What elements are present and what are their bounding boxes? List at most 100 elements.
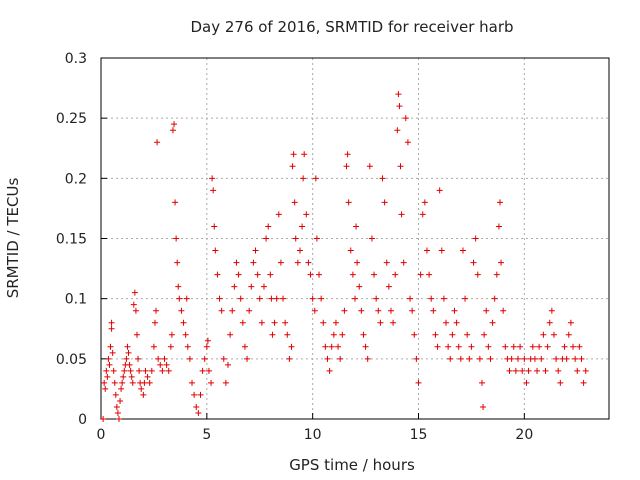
data-point — [250, 259, 257, 266]
data-point — [100, 416, 107, 422]
data-point — [208, 379, 215, 386]
data-point — [269, 331, 276, 338]
data-point — [322, 343, 329, 350]
data-point — [316, 271, 323, 278]
data-point — [220, 355, 227, 362]
y-tick-label: 0.3 — [65, 51, 87, 67]
data-point — [487, 355, 494, 362]
data-point — [396, 103, 403, 110]
data-point — [436, 187, 443, 194]
data-point — [496, 199, 503, 206]
data-point — [362, 343, 369, 350]
data-point — [312, 175, 319, 182]
data-point — [252, 247, 259, 254]
data-point — [580, 379, 587, 386]
data-point — [195, 409, 202, 416]
data-point — [121, 367, 128, 374]
y-tick-label: 0 — [78, 412, 87, 428]
data-point — [353, 223, 360, 230]
data-point — [128, 373, 135, 380]
data-point — [574, 367, 581, 374]
data-point — [246, 307, 253, 314]
data-point — [407, 295, 414, 302]
data-point — [168, 331, 175, 338]
data-point — [375, 307, 382, 314]
data-point — [136, 367, 143, 374]
data-point — [111, 379, 118, 386]
data-point — [434, 343, 441, 350]
data-point — [101, 379, 108, 386]
data-point — [141, 379, 148, 386]
data-point — [345, 199, 352, 206]
data-point — [191, 391, 198, 398]
data-point — [324, 355, 331, 362]
data-point — [124, 343, 131, 350]
data-point — [447, 355, 454, 362]
data-point — [176, 295, 183, 302]
data-point — [430, 307, 437, 314]
data-point — [165, 367, 172, 374]
data-point — [241, 343, 248, 350]
data-point — [275, 211, 282, 218]
data-point — [104, 373, 111, 380]
data-point — [140, 391, 147, 398]
data-point — [385, 283, 392, 290]
data-point — [485, 343, 492, 350]
data-point — [123, 355, 130, 362]
data-point — [291, 199, 298, 206]
data-point — [120, 373, 127, 380]
data-point — [305, 259, 312, 266]
data-point — [150, 343, 157, 350]
data-point — [294, 259, 301, 266]
data-point — [320, 319, 327, 326]
data-point — [159, 367, 166, 374]
data-point — [178, 307, 185, 314]
data-point — [210, 187, 217, 194]
data-point — [169, 127, 176, 134]
y-tick-label: 0.25 — [56, 111, 87, 127]
data-point — [366, 163, 373, 170]
data-point — [413, 355, 420, 362]
data-point — [395, 91, 402, 98]
data-point — [303, 211, 310, 218]
data-point — [438, 247, 445, 254]
data-point — [286, 355, 293, 362]
data-point — [268, 295, 275, 302]
data-point — [457, 355, 464, 362]
x-tick-label: 20 — [515, 427, 533, 443]
data-point — [341, 307, 348, 314]
data-point — [582, 367, 589, 374]
data-point — [129, 379, 136, 386]
data-point — [212, 247, 219, 254]
data-point — [175, 283, 182, 290]
data-point — [271, 319, 278, 326]
data-point — [563, 355, 570, 362]
data-point — [292, 235, 299, 242]
data-point — [352, 295, 358, 302]
data-point — [126, 361, 133, 368]
data-point — [161, 355, 168, 362]
y-tick-label: 0.15 — [56, 232, 87, 248]
data-point — [502, 343, 509, 350]
data-point — [146, 379, 153, 386]
data-point — [186, 355, 193, 362]
data-point — [445, 343, 452, 350]
data-point — [419, 211, 426, 218]
data-point — [415, 379, 422, 386]
data-point — [148, 367, 155, 374]
data-point — [233, 259, 240, 266]
data-point — [481, 331, 488, 338]
data-points — [100, 91, 589, 422]
data-point — [449, 331, 456, 338]
data-point — [280, 295, 287, 302]
data-point — [392, 271, 399, 278]
data-point — [182, 331, 189, 338]
data-point — [546, 319, 553, 326]
data-point — [203, 343, 210, 350]
data-point — [112, 391, 119, 398]
data-point — [462, 295, 469, 302]
data-point — [135, 355, 142, 362]
data-point — [214, 271, 221, 278]
data-point — [404, 139, 411, 146]
data-point — [193, 403, 200, 410]
